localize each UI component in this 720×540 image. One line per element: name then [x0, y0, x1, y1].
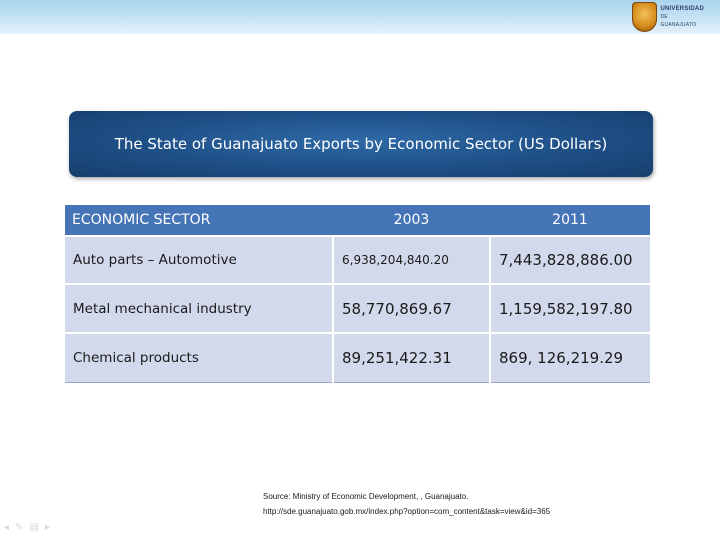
value-2011-cell: 1,159,582,197.80 — [489, 283, 650, 333]
menu-icon[interactable]: ▤ — [29, 522, 39, 533]
logo-line-1: UNIVERSIDAD — [660, 6, 704, 12]
logo-line-2: DE GUANAJUATO — [660, 14, 697, 28]
slide-title: The State of Guanajuato Exports by Econo… — [114, 135, 608, 153]
title-banner: The State of Guanajuato Exports by Econo… — [69, 111, 653, 177]
value-2011-cell: 7,443,828,886.00 — [489, 235, 650, 284]
source-url[interactable]: http://sde.guanajuato.gob.mx/index.php?o… — [263, 507, 551, 516]
university-logo: UNIVERSIDAD DE GUANAJUATO — [632, 2, 704, 32]
exports-table: ECONOMIC SECTOR 2003 2011 Auto parts – A… — [65, 205, 650, 383]
table-row: Chemical products 89,251,422.31 869, 126… — [65, 332, 650, 383]
seal-icon — [632, 2, 658, 32]
sector-cell: Auto parts – Automotive — [65, 235, 333, 284]
sector-cell: Metal mechanical industry — [65, 283, 333, 333]
column-header-2011: 2011 — [552, 212, 588, 228]
source-line-1: Source: Ministry of Economic Development… — [263, 492, 469, 501]
header-band — [0, 0, 720, 34]
column-header-2003: 2003 — [393, 212, 430, 228]
logo-text: UNIVERSIDAD DE GUANAJUATO — [660, 5, 704, 29]
value-2003-cell: 6,938,204,840.20 — [332, 235, 490, 284]
column-header-sector: ECONOMIC SECTOR — [72, 212, 211, 228]
value-2011-cell: 869, 126,219.29 — [489, 332, 650, 383]
source-note: Source: Ministry of Economic Development… — [263, 489, 550, 519]
pen-icon[interactable]: ✎ — [15, 522, 24, 533]
next-icon[interactable]: ▸ — [44, 522, 50, 533]
prev-icon[interactable]: ◂ — [4, 522, 10, 533]
table-header-row: ECONOMIC SECTOR 2003 2011 — [65, 205, 650, 236]
value-2003-cell: 89,251,422.31 — [332, 332, 490, 383]
sector-cell: Chemical products — [65, 332, 333, 383]
table-row: Metal mechanical industry 58,770,869.67 … — [65, 283, 650, 333]
slide-nav: ◂ ✎ ▤ ▸ — [4, 522, 50, 533]
table-row: Auto parts – Automotive 6,938,204,840.20… — [65, 235, 650, 284]
value-2003-cell: 58,770,869.67 — [332, 283, 490, 333]
